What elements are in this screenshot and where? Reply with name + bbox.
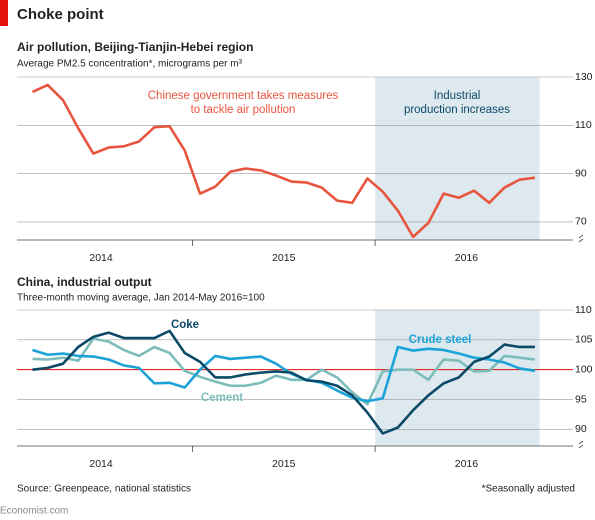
x-tick-label: 2016 — [455, 458, 479, 470]
chart-title: China, industrial output — [17, 275, 152, 289]
annotation: to tackle air pollution — [191, 104, 296, 116]
series-label: Cement — [201, 392, 243, 404]
series-line — [32, 329, 535, 435]
x-tick-label: 2015 — [272, 458, 296, 470]
series-line — [32, 345, 536, 403]
footnote: *Seasonally adjusted — [482, 484, 575, 495]
chart-subtitle: Three-month moving average, Jan 2014-May… — [17, 293, 265, 304]
source: Source: Greenpeace, national statistics — [17, 484, 191, 495]
annotation: Industrial — [434, 90, 481, 102]
x-tick-label: 2014 — [89, 252, 113, 264]
y-tick-label: 70 — [575, 216, 587, 228]
x-tick-label: 2014 — [89, 458, 113, 470]
annotation: production increases — [404, 104, 510, 116]
y-tick-label: 130 — [575, 71, 593, 83]
x-tick-label: 2016 — [455, 252, 479, 264]
chart-subtitle: Average PM2.5 concentration*, micrograms… — [17, 59, 243, 70]
series-label: Crude steel — [409, 334, 472, 346]
brand: Economist.com — [0, 506, 68, 517]
axis-break — [578, 234, 584, 243]
chart-title: Air pollution, Beijing-Tianjin-Hebei reg… — [17, 40, 253, 54]
series-label: Coke — [171, 319, 199, 331]
page-title: Choke point — [17, 6, 104, 23]
shaded-period — [375, 77, 540, 240]
axis-break — [578, 440, 584, 449]
red-tab — [0, 0, 8, 26]
y-tick-label: 90 — [575, 423, 587, 435]
x-tick-label: 2015 — [272, 252, 296, 264]
y-tick-label: 110 — [575, 119, 592, 131]
y-tick-label: 95 — [575, 393, 587, 405]
y-tick-label: 90 — [575, 167, 587, 179]
y-tick-label: 105 — [575, 334, 593, 346]
y-tick-label: 110 — [575, 304, 592, 316]
annotation: Chinese government takes measures — [148, 90, 339, 102]
series-line — [31, 83, 536, 239]
y-tick-label: 100 — [575, 363, 593, 375]
series-line — [32, 337, 536, 406]
